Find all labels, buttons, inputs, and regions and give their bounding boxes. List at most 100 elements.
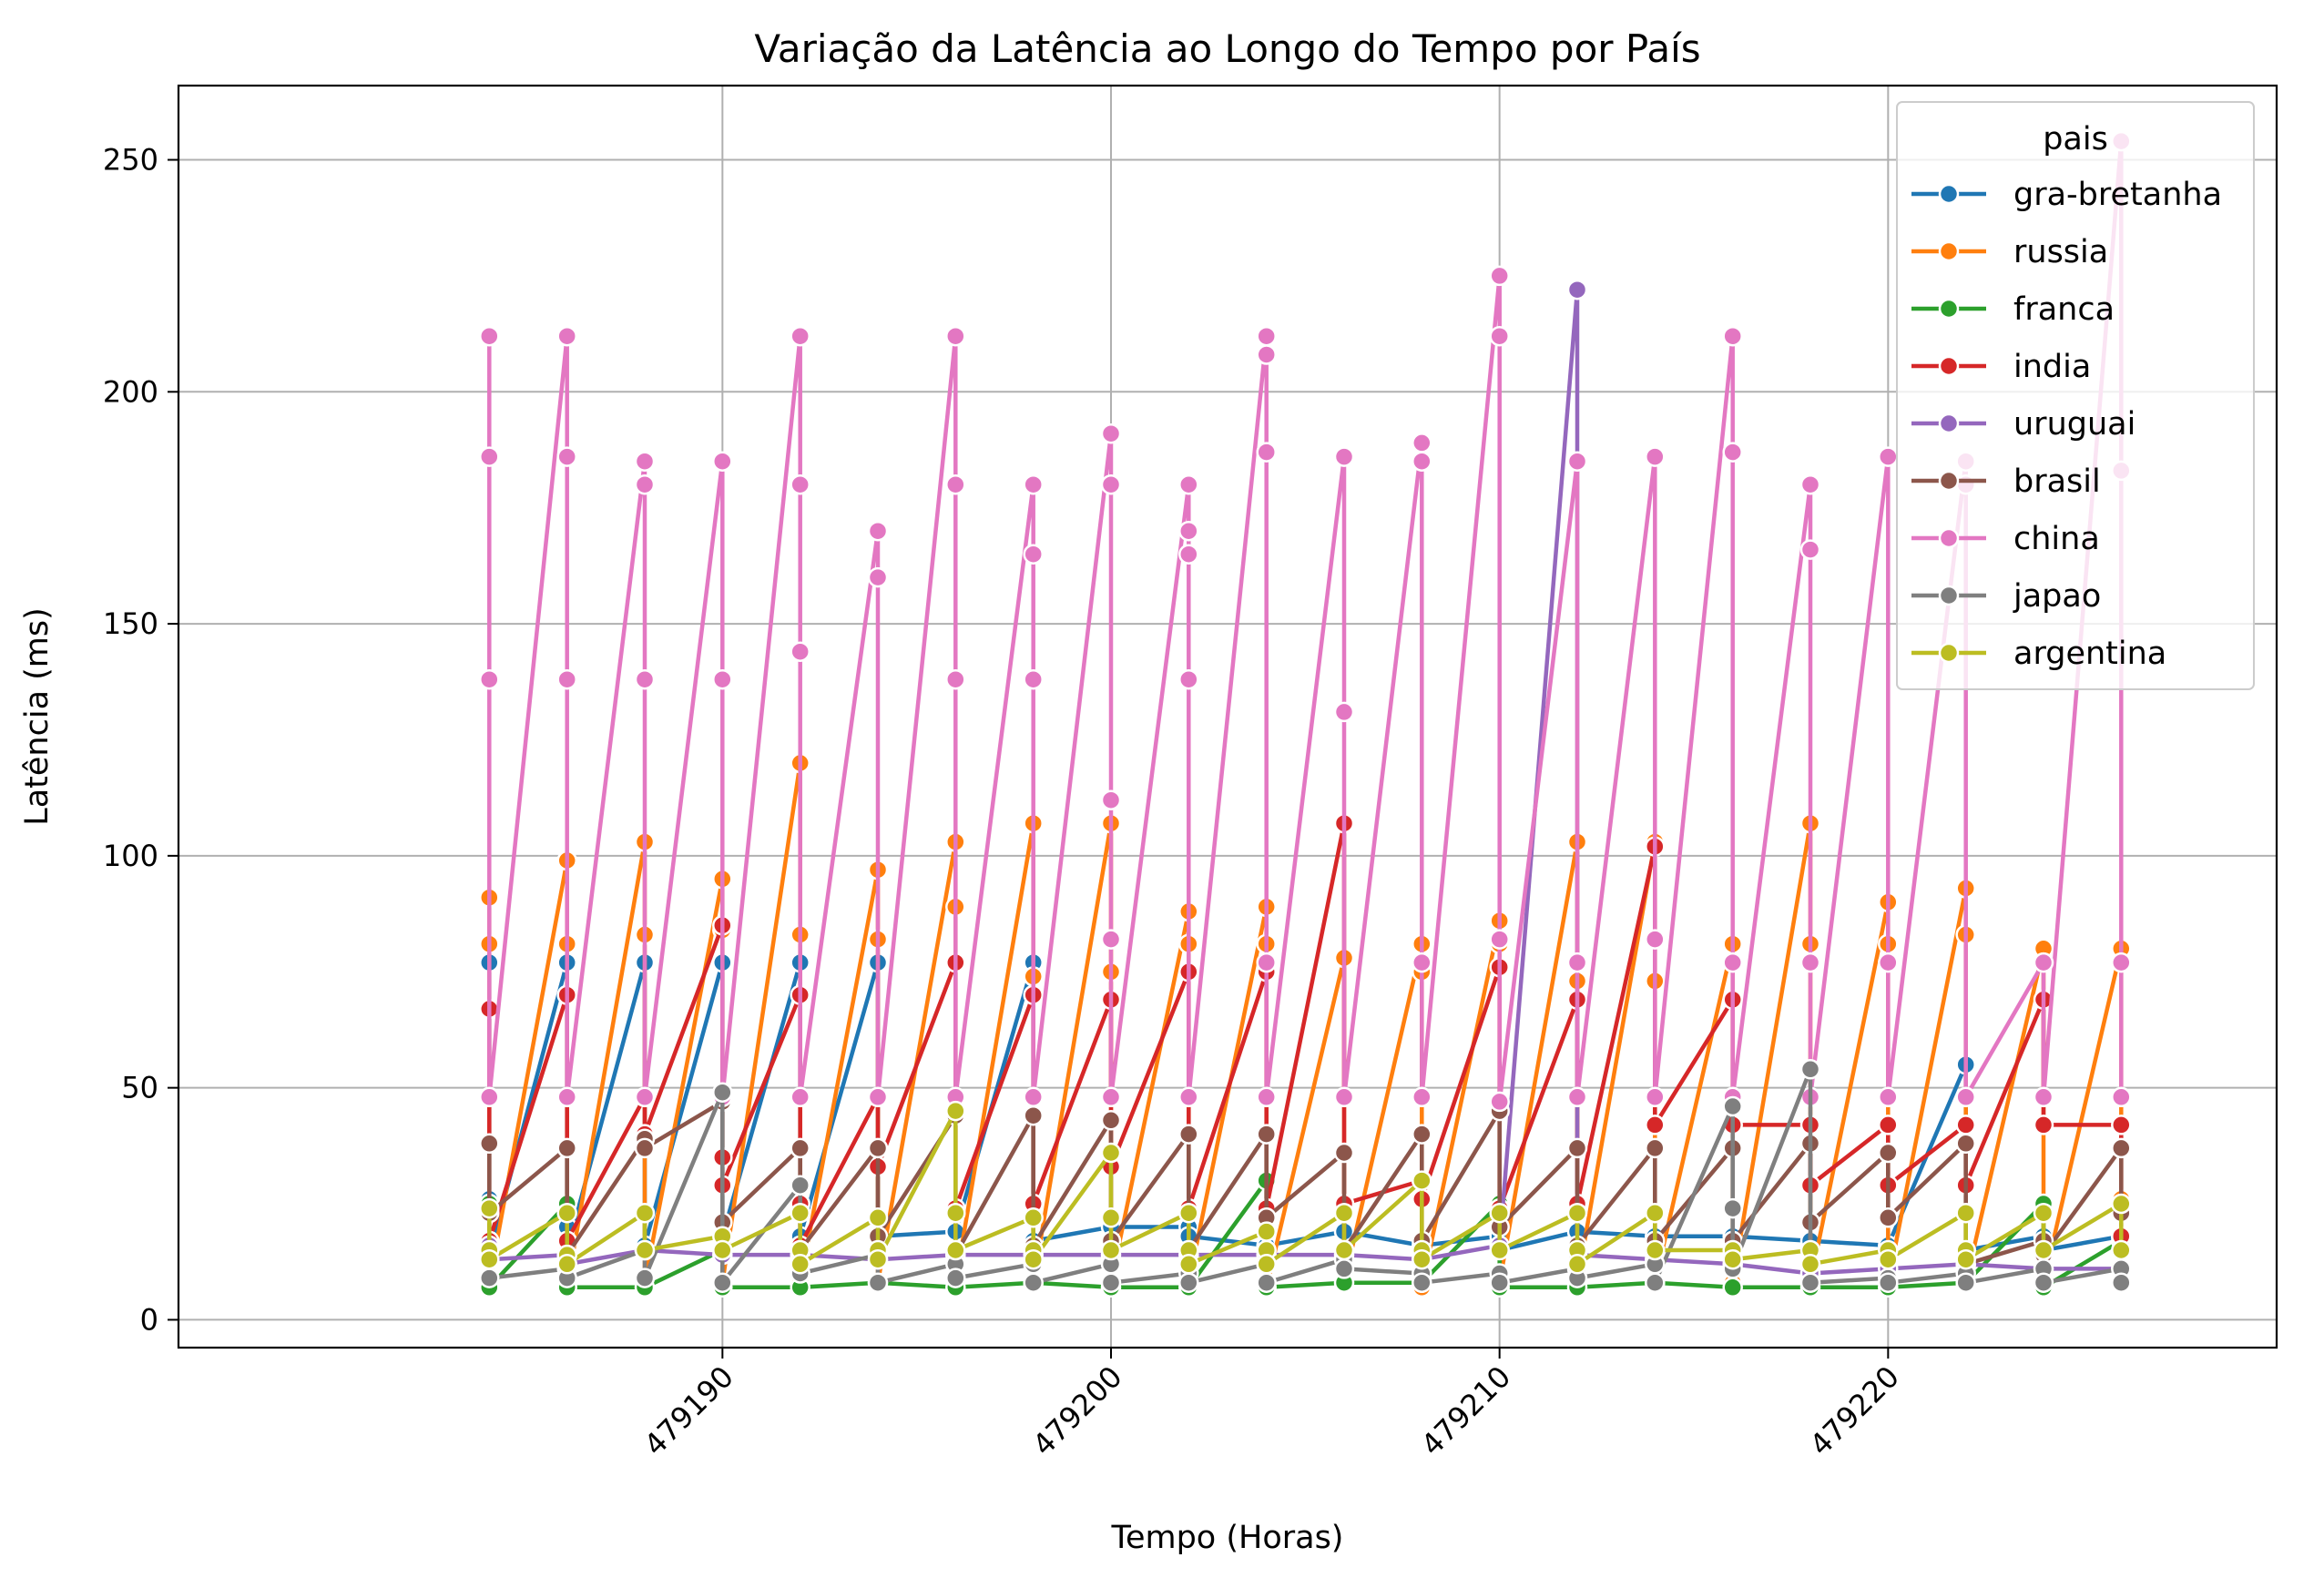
data-point-china [1799,952,1821,973]
legend-label-japao: japao [2013,578,2101,615]
legend-label-russia: russia [2013,234,2108,270]
data-point-japao [1799,1272,1821,1293]
data-point-china [1178,1086,1199,1108]
data-point-argentina [1412,1170,1432,1191]
legend-marker-india [1938,355,1960,377]
data-point-argentina [1489,1202,1510,1224]
data-point-brasil [790,1137,810,1159]
data-point-china [2033,1086,2054,1108]
data-point-argentina [945,1239,966,1261]
data-point-china [790,473,810,495]
data-point-japao [1100,1272,1122,1293]
data-point-china [1566,1086,1588,1108]
data-point-brasil [1566,1137,1588,1159]
data-point-argentina [1645,1202,1666,1224]
y-tick-label: 100 [103,839,158,873]
data-point-japao [790,1175,810,1196]
legend-marker-brasil [1938,470,1960,492]
data-point-argentina [712,1239,733,1261]
data-point-china [1412,952,1432,973]
data-point-brasil [1412,1124,1432,1145]
legend-item-argentina: argentina [1911,636,2166,672]
data-point-china [479,325,500,347]
data-point-argentina [1256,1221,1277,1242]
data-point-argentina [1333,1239,1355,1261]
data-point-brasil [1878,1142,1899,1164]
y-axis-title: Latência (ms) [19,607,56,826]
data-point-argentina [1178,1254,1199,1275]
legend-marker-uruguai [1938,412,1960,434]
data-point-india [2033,1115,2054,1135]
data-point-argentina [945,1100,966,1122]
legend-marker-gra-bretanha [1938,183,1960,205]
data-point-argentina [2111,1239,2132,1261]
data-point-argentina [479,1248,500,1270]
data-point-brasil [556,1137,577,1159]
data-point-argentina [1566,1254,1588,1275]
data-point-china [712,668,733,690]
data-point-japao [1878,1272,1899,1293]
data-point-japao [1489,1272,1510,1293]
data-point-japao [2111,1272,2132,1293]
legend-label-china: china [2013,521,2100,557]
data-point-uruguai [1566,279,1588,300]
series-argentina [479,1100,2132,1275]
data-point-china [1566,451,1588,472]
data-point-argentina [1955,1248,1976,1270]
data-point-china [1333,446,1355,467]
data-point-brasil [479,1133,500,1155]
data-point-argentina [479,1197,500,1219]
data-point-china [2111,952,2132,973]
legend-item-uruguai: uruguai [1911,406,2135,443]
legend-label-gra-bretanha: gra-bretanha [2013,177,2222,213]
data-point-brasil [1878,1207,1899,1228]
data-point-china [1023,544,1044,565]
data-point-china [1566,952,1588,973]
data-point-china [1023,668,1044,690]
data-point-china [1722,952,1743,973]
legend-item-japao: japao [1911,578,2101,615]
data-point-china [1256,344,1277,365]
data-point-china [556,1086,577,1108]
data-point-china [1100,1086,1122,1108]
legend-marker-japao [1938,585,1960,606]
data-point-china [1100,789,1122,810]
legend-item-china: china [1911,521,2100,557]
data-point-argentina [1489,1239,1510,1261]
data-point-china [1722,325,1743,347]
data-point-china [1878,952,1899,973]
data-point-china [1023,473,1044,495]
data-point-japao [1722,1197,1743,1219]
data-point-argentina [2033,1239,2054,1261]
data-point-china [556,668,577,690]
data-point-china [1256,1086,1277,1108]
data-point-china [1256,952,1277,973]
legend-title: pais [2043,121,2108,158]
data-point-china [479,446,500,467]
y-tick-label: 0 [140,1302,158,1337]
data-point-china [1878,1086,1899,1108]
data-point-japao [1333,1258,1355,1279]
legend-box [1896,101,2255,690]
data-point-china [867,520,889,542]
x-axis-title: Tempo (Horas) [1111,1520,1344,1556]
data-point-argentina [556,1202,577,1224]
data-point-argentina [1100,1207,1122,1228]
data-point-japao [712,1082,733,1103]
data-point-china [479,668,500,690]
data-point-japao [479,1267,500,1288]
data-point-brasil [1178,1124,1199,1145]
data-point-japao [1023,1272,1044,1293]
data-point-japao [1955,1272,1976,1293]
data-point-china [1645,929,1666,950]
data-point-argentina [1256,1254,1277,1275]
data-point-china [1412,451,1432,472]
data-point-china [867,566,889,588]
data-point-china [1489,325,1510,347]
data-point-china [556,325,577,347]
data-point-japao [945,1267,966,1288]
data-point-japao [1256,1272,1277,1293]
data-point-argentina [556,1254,577,1275]
